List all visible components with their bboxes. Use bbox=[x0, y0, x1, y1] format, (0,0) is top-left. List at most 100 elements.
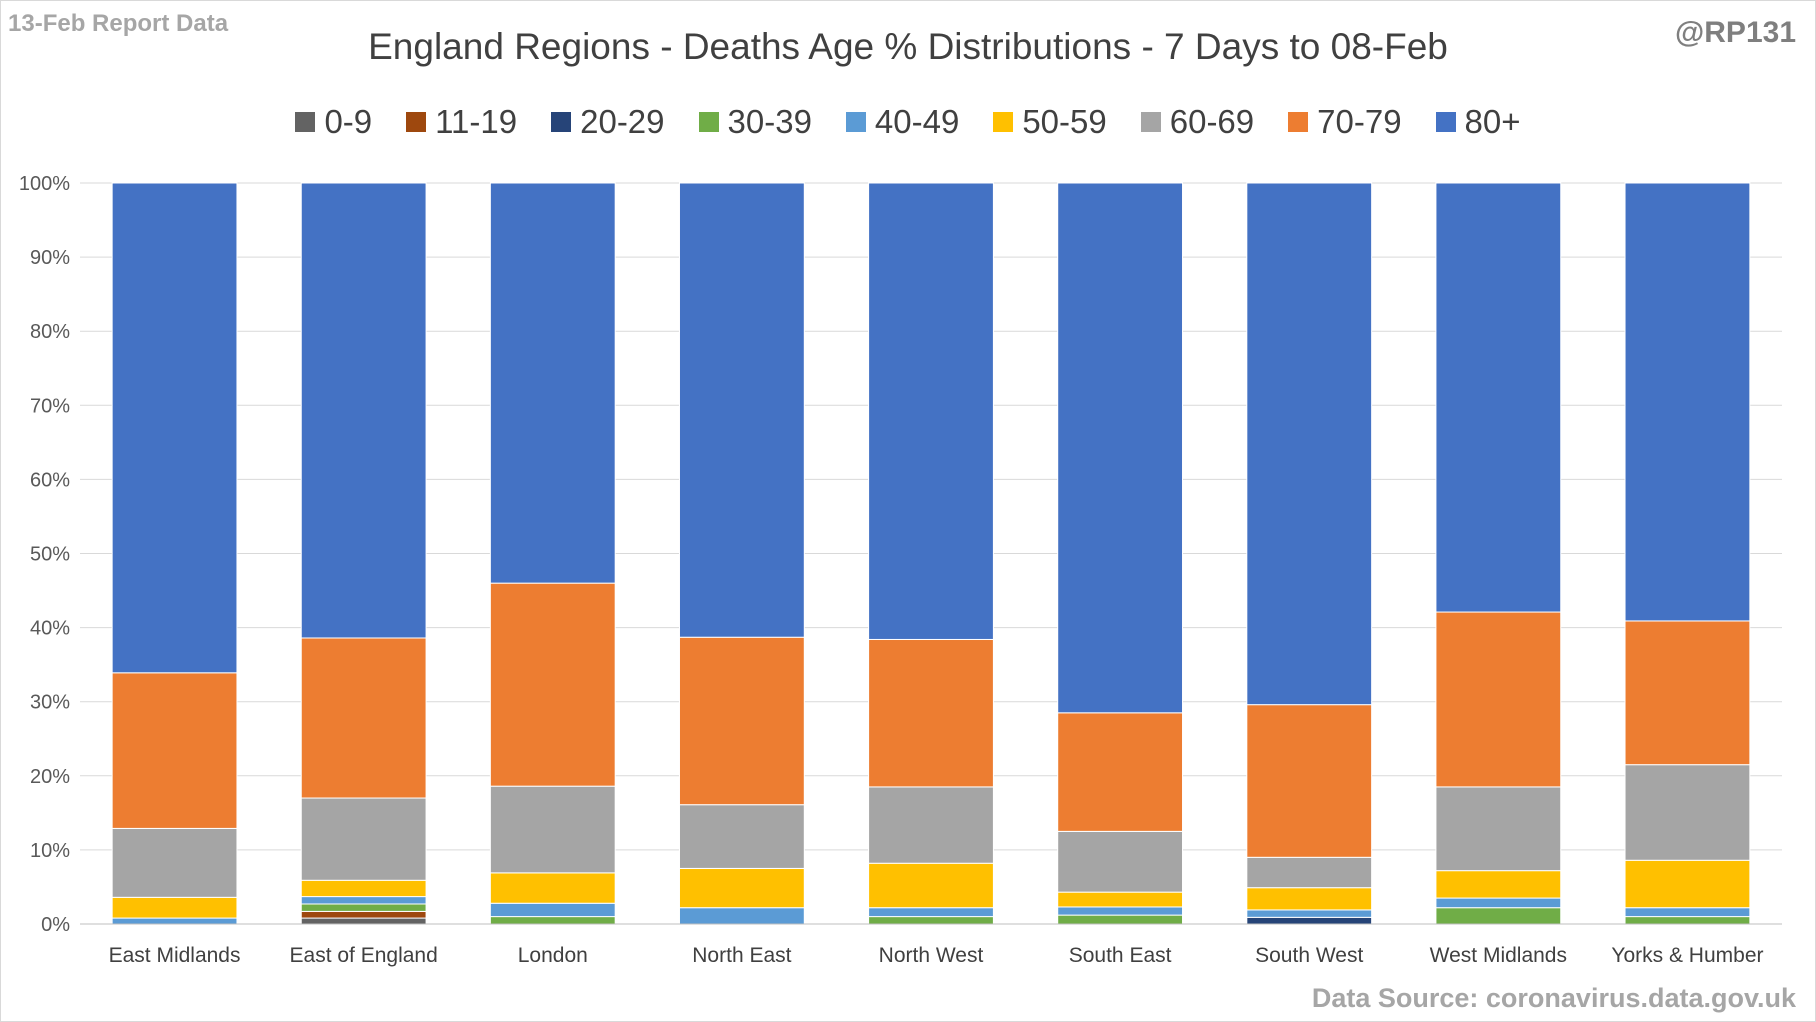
legend-label: 40-49 bbox=[874, 103, 960, 140]
x-category-label: South East bbox=[1069, 944, 1172, 967]
y-tick-label: 100% bbox=[19, 173, 70, 195]
bar-segment bbox=[1435, 786, 1562, 872]
x-category-label: East Midlands bbox=[109, 944, 241, 967]
bar-segment bbox=[300, 637, 427, 799]
y-tick-label: 50% bbox=[30, 544, 70, 566]
legend-label: 80+ bbox=[1464, 103, 1521, 140]
bar-segment bbox=[1624, 907, 1751, 918]
legend-label: 0-9 bbox=[324, 103, 373, 140]
bar-segment bbox=[1057, 906, 1184, 916]
y-tick-label: 20% bbox=[30, 766, 70, 788]
legend-swatch bbox=[993, 112, 1014, 132]
bar-segment bbox=[1624, 764, 1751, 861]
bar-segment bbox=[1246, 856, 1373, 889]
y-tick-label: 80% bbox=[30, 321, 70, 343]
x-category-label: London bbox=[518, 944, 588, 967]
legend-label: 30-39 bbox=[727, 103, 812, 140]
bar-segment bbox=[489, 872, 616, 904]
bar-segment bbox=[300, 896, 427, 905]
bar-segment bbox=[1057, 182, 1184, 714]
y-tick-label: 70% bbox=[30, 395, 70, 417]
x-category-label: East of England bbox=[290, 944, 438, 967]
data-source-note: Data Source: coronavirus.data.gov.uk bbox=[1311, 983, 1796, 1013]
bar-segment bbox=[868, 182, 994, 640]
bar-segment bbox=[1057, 830, 1184, 893]
bar-segment bbox=[111, 917, 238, 925]
bar-segment bbox=[678, 867, 805, 909]
bar-segment bbox=[678, 182, 805, 638]
bar-segment bbox=[1624, 620, 1751, 766]
y-tick-label: 60% bbox=[30, 469, 70, 491]
bar-segment bbox=[1435, 611, 1562, 788]
legend-swatch bbox=[551, 112, 572, 132]
legend-label: 11-19 bbox=[435, 103, 518, 140]
bar-segment bbox=[489, 582, 616, 787]
legend-item: 11-19 bbox=[406, 103, 517, 141]
legend-label: 60-69 bbox=[1169, 103, 1255, 140]
legend-swatch bbox=[1288, 112, 1309, 132]
bar-segment bbox=[300, 182, 427, 639]
legend-swatch bbox=[1435, 112, 1456, 132]
legend-swatch bbox=[1140, 112, 1161, 132]
bar-segment bbox=[678, 907, 805, 925]
chart-legend: 0-9 11-19 20-29 30-39 40-49 50-59 60-69 70-79 80… bbox=[0, 103, 1816, 141]
bar-segment bbox=[868, 638, 994, 788]
bar-segment bbox=[1435, 897, 1562, 909]
author-handle: @RP131 bbox=[1675, 16, 1796, 49]
chart-title: England Regions - Deaths Age % Distribut… bbox=[368, 26, 1448, 67]
bar-segment bbox=[1435, 907, 1562, 925]
bar-segment bbox=[868, 862, 994, 909]
bar-segment bbox=[111, 182, 238, 674]
legend-item: 30-39 bbox=[698, 103, 812, 141]
bar-segment bbox=[1435, 870, 1562, 899]
bar-segment bbox=[300, 797, 427, 881]
legend-swatch bbox=[845, 112, 866, 132]
legend-item: 80+ bbox=[1435, 103, 1521, 141]
bar-segment bbox=[300, 903, 427, 912]
bar-segment bbox=[300, 917, 427, 925]
legend-item: 70-79 bbox=[1288, 103, 1402, 141]
x-category-label: West Midlands bbox=[1430, 944, 1567, 967]
bar-segment bbox=[1246, 182, 1373, 706]
bar-segment bbox=[1435, 182, 1562, 613]
legend-label: 70-79 bbox=[1317, 103, 1402, 140]
bar-segment bbox=[489, 902, 616, 918]
bar-segment bbox=[489, 916, 616, 925]
bar-segment bbox=[1624, 916, 1751, 925]
legend-swatch bbox=[698, 112, 719, 132]
legend-item: 0-9 bbox=[295, 103, 372, 141]
y-tick-label: 0% bbox=[41, 914, 70, 936]
bar-segment bbox=[111, 672, 238, 829]
bar-segment bbox=[1057, 891, 1184, 908]
bar-segment bbox=[300, 879, 427, 898]
report-date-note: 13-Feb Report Data bbox=[8, 10, 229, 37]
legend-swatch bbox=[295, 112, 316, 132]
bar-segment bbox=[300, 910, 427, 919]
legend-label: 50-59 bbox=[1022, 103, 1107, 140]
bar-segment bbox=[1246, 887, 1373, 911]
bar-segment bbox=[111, 827, 238, 898]
bar-segment bbox=[489, 785, 616, 874]
legend-swatch bbox=[406, 112, 427, 132]
legend-item: 20-29 bbox=[551, 103, 665, 141]
bar-segment bbox=[868, 786, 994, 864]
legend-item: 50-59 bbox=[993, 103, 1107, 141]
legend-item: 60-69 bbox=[1140, 103, 1255, 141]
bar-segment bbox=[678, 636, 805, 806]
bar-segment bbox=[1246, 704, 1373, 858]
y-tick-label: 90% bbox=[30, 247, 70, 269]
x-category-label: North East bbox=[692, 944, 791, 967]
bar-segment bbox=[489, 182, 616, 584]
x-category-label: Yorks & Humber bbox=[1611, 944, 1763, 967]
bar-segment bbox=[868, 916, 994, 925]
y-tick-label: 30% bbox=[30, 692, 70, 714]
bar-segment bbox=[1624, 182, 1751, 622]
legend-label: 20-29 bbox=[580, 103, 665, 140]
y-tick-label: 10% bbox=[30, 840, 70, 862]
bar-segment bbox=[1246, 916, 1373, 925]
x-category-label: South West bbox=[1255, 944, 1363, 967]
x-category-label: North West bbox=[879, 944, 984, 967]
bar-segment bbox=[678, 804, 805, 869]
bar-segment bbox=[111, 896, 238, 919]
